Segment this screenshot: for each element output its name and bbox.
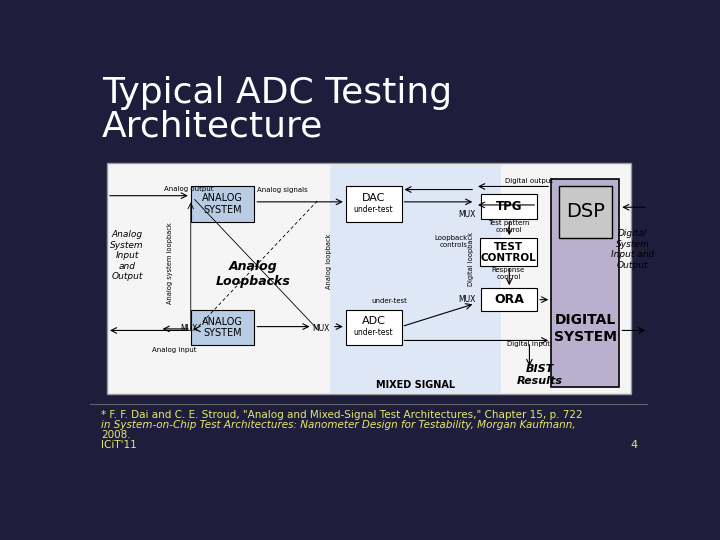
Bar (559, 186, 611, 238)
Text: under-test: under-test (354, 328, 393, 338)
Text: Response
control: Response control (492, 267, 525, 280)
Text: Loopback
controls: Loopback controls (434, 235, 467, 248)
Text: Analog output: Analog output (163, 186, 213, 192)
Bar (191, 186, 254, 222)
Text: in System-on-Chip Test Architectures: Nanometer Design for Testability, Morgan K: in System-on-Chip Test Architectures: Na… (101, 420, 575, 430)
Text: Typical ADC Testing: Typical ADC Testing (102, 76, 451, 110)
Text: ICiT'11: ICiT'11 (101, 440, 137, 450)
Text: DIGITAL
SYSTEM: DIGITAL SYSTEM (554, 313, 617, 343)
Text: 2008.: 2008. (101, 430, 130, 440)
Text: * F. F. Dai and C. E. Stroud, "Analog and Mixed-Signal Test Architectures," Chap: * F. F. Dai and C. E. Stroud, "Analog an… (101, 410, 582, 420)
Text: under-test: under-test (354, 205, 393, 214)
Bar (551, 179, 619, 387)
Text: MUX: MUX (312, 325, 330, 333)
Text: Architecture: Architecture (102, 110, 323, 144)
Text: MUX: MUX (458, 210, 475, 219)
Text: Digital output: Digital output (505, 178, 553, 184)
Text: Analog system loopback: Analog system loopback (167, 222, 173, 305)
Text: TEST: TEST (494, 242, 523, 252)
Bar (482, 194, 537, 219)
Text: Analog loopback: Analog loopback (325, 233, 332, 289)
Bar (346, 309, 402, 345)
Text: Digital loopback: Digital loopback (468, 232, 474, 286)
Text: Digital
System
Input and
Output: Digital System Input and Output (611, 230, 654, 269)
Text: ANALOG
SYSTEM: ANALOG SYSTEM (202, 316, 243, 338)
Bar (482, 288, 537, 311)
Text: Digital input: Digital input (507, 341, 550, 347)
Text: TPG: TPG (496, 200, 523, 213)
Bar (330, 165, 500, 393)
Text: MUX: MUX (458, 295, 475, 304)
Text: Analog input: Analog input (152, 347, 197, 353)
Text: ORA: ORA (495, 293, 524, 306)
Bar (480, 238, 537, 266)
Text: ADC: ADC (361, 316, 386, 326)
Text: DSP: DSP (566, 202, 605, 221)
Text: MUX: MUX (180, 325, 197, 333)
Text: Analog signals: Analog signals (257, 186, 307, 193)
Text: Test pattern
cont.rol: Test pattern cont.rol (489, 220, 530, 233)
Text: ANALOG
SYSTEM: ANALOG SYSTEM (202, 193, 243, 215)
Bar (346, 186, 402, 222)
Text: MIXED SIGNAL: MIXED SIGNAL (376, 380, 455, 390)
Text: Analog
Loopbacks: Analog Loopbacks (215, 260, 290, 288)
Text: 4: 4 (630, 440, 637, 450)
Text: CONTROL: CONTROL (481, 253, 536, 263)
Bar (191, 309, 254, 345)
Text: BIST
Results: BIST Results (516, 364, 562, 386)
Text: Analog
System
Input
and
Output: Analog System Input and Output (110, 231, 144, 281)
Bar (107, 164, 631, 394)
Text: under-test: under-test (372, 298, 407, 304)
Text: DAC: DAC (362, 193, 385, 203)
